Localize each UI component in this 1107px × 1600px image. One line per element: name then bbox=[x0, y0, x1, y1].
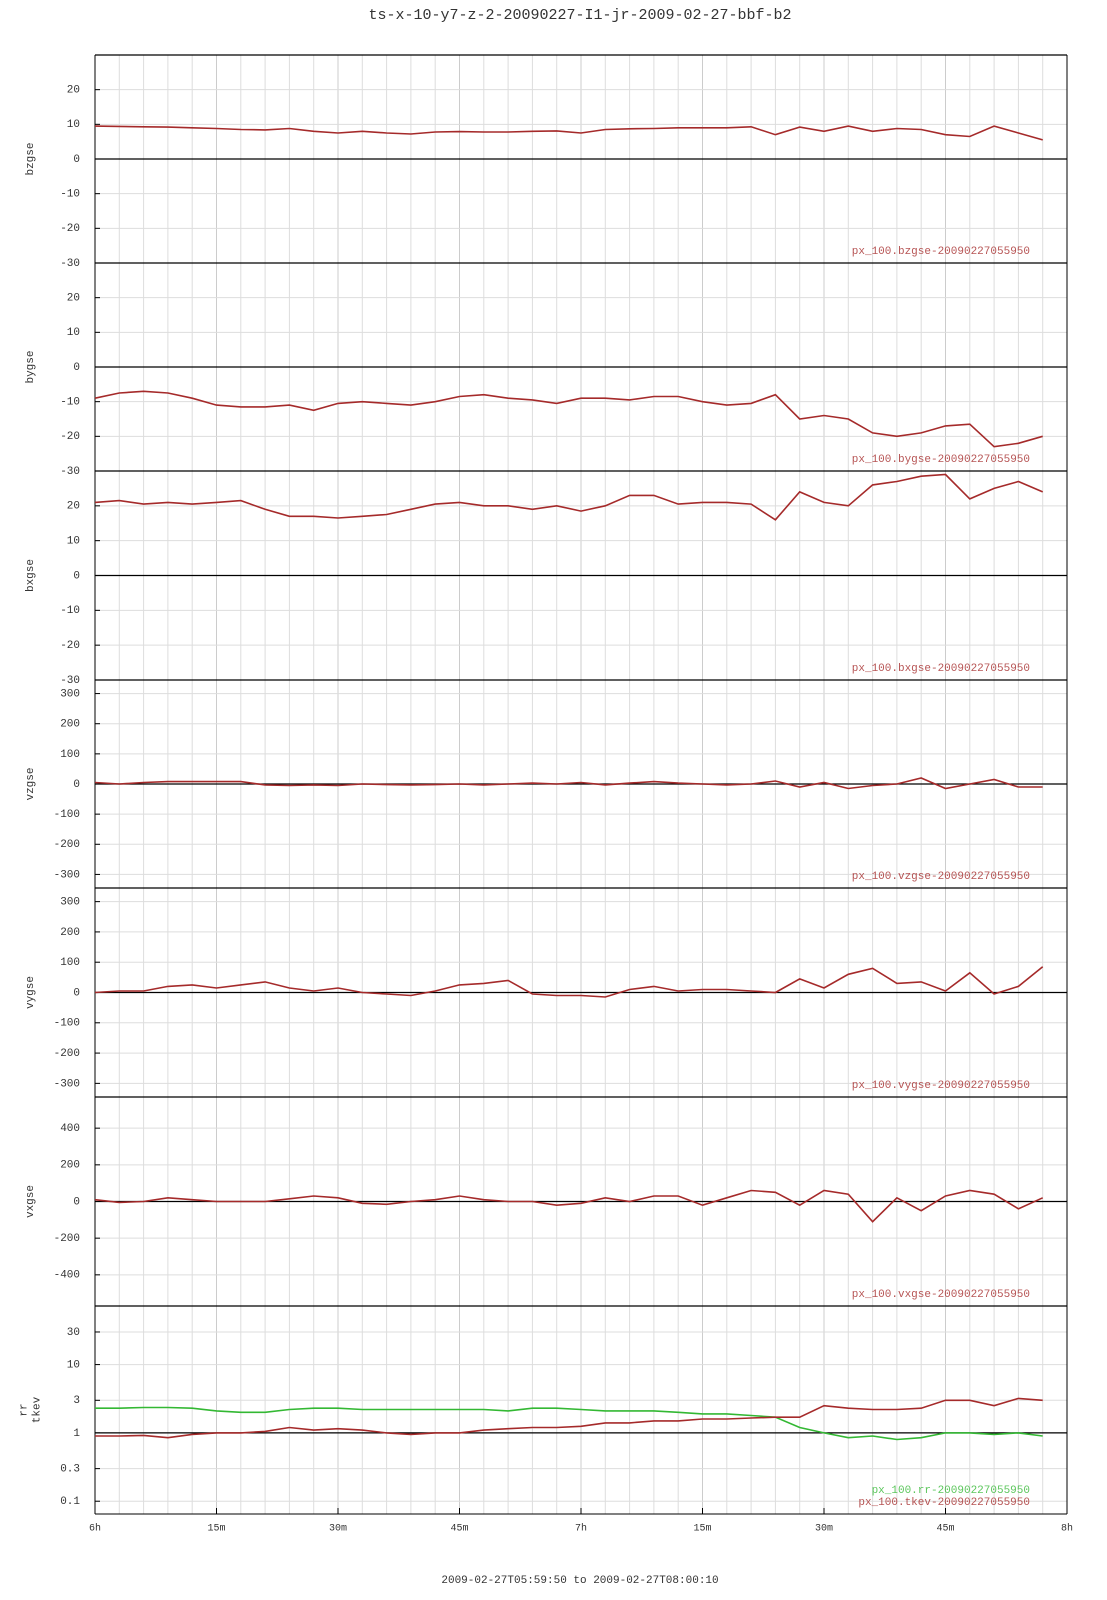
x-tick-label: 30m bbox=[329, 1524, 347, 1535]
series-line bbox=[95, 1406, 1043, 1441]
y-tick-label: 0 bbox=[73, 570, 80, 582]
y-tick-label: -20 bbox=[60, 223, 80, 235]
y-tick-label: -30 bbox=[60, 258, 80, 270]
x-tick-label: 15m bbox=[693, 1524, 711, 1535]
y-tick-label: 30 bbox=[67, 1327, 80, 1339]
legend-entry: px_100.tkev-20090227055950 bbox=[858, 1497, 1030, 1509]
legend-entry: px_100.bxgse-20090227055950 bbox=[852, 663, 1030, 675]
y-tick-label: 0 bbox=[73, 154, 80, 166]
y-tick-label: 200 bbox=[60, 1160, 80, 1172]
y-tick-label: 100 bbox=[60, 749, 80, 761]
y-axis-label: bzgse bbox=[25, 142, 37, 175]
y-tick-label: -200 bbox=[54, 1048, 80, 1060]
y-tick-label: -100 bbox=[54, 809, 80, 821]
y-tick-label: -20 bbox=[60, 431, 80, 443]
y-tick-label: 20 bbox=[67, 501, 80, 513]
chart-title: ts-x-10-y7-z-2-20090227-I1-jr-2009-02-27… bbox=[368, 7, 791, 24]
y-axis-label: bxgse bbox=[25, 559, 37, 592]
y-tick-label: 10 bbox=[67, 327, 80, 339]
x-tick-label: 6h bbox=[89, 1523, 101, 1535]
series-line bbox=[94, 390, 1043, 448]
series-line bbox=[95, 1397, 1043, 1439]
y-tick-label: -400 bbox=[54, 1270, 80, 1282]
y-tick-label: 10 bbox=[67, 1359, 80, 1371]
y-axis-label: tkev bbox=[31, 1396, 43, 1423]
y-tick-label: 300 bbox=[60, 688, 80, 700]
y-tick-label: 10 bbox=[67, 119, 80, 131]
y-tick-label: -200 bbox=[54, 839, 80, 851]
x-tick-label: 15m bbox=[207, 1524, 225, 1535]
series-line bbox=[94, 1189, 1044, 1223]
y-tick-label: 20 bbox=[67, 85, 80, 97]
y-tick-label: -10 bbox=[60, 397, 80, 409]
legend-entry: px_100.vzgse-20090227055950 bbox=[852, 871, 1030, 883]
y-tick-label: -10 bbox=[60, 189, 80, 201]
x-axis-label: 2009-02-27T05:59:50 to 2009-02-27T08:00:… bbox=[441, 1575, 718, 1587]
y-tick-label: 0 bbox=[73, 1196, 80, 1208]
series-line bbox=[94, 966, 1044, 998]
x-tick-label: 7h bbox=[575, 1523, 587, 1535]
y-tick-label: 0.3 bbox=[60, 1464, 80, 1476]
y-tick-label: 200 bbox=[60, 719, 80, 731]
y-tick-label: 0 bbox=[73, 779, 80, 791]
y-tick-label: 100 bbox=[60, 957, 80, 969]
y-tick-label: 20 bbox=[67, 293, 80, 305]
series-line bbox=[94, 473, 1044, 521]
legend-entry: px_100.bzgse-20090227055950 bbox=[852, 246, 1030, 258]
y-tick-label: -200 bbox=[54, 1233, 80, 1245]
y-tick-label: 400 bbox=[60, 1123, 80, 1135]
y-tick-label: -300 bbox=[54, 869, 80, 881]
legend-entry: px_100.rr-20090227055950 bbox=[872, 1485, 1030, 1497]
y-tick-label: 3 bbox=[73, 1395, 80, 1407]
y-tick-label: -100 bbox=[54, 1018, 80, 1030]
x-tick-label: 45m bbox=[450, 1524, 468, 1535]
series-line bbox=[94, 125, 1043, 141]
x-tick-label: 30m bbox=[815, 1524, 833, 1535]
y-tick-label: -20 bbox=[60, 640, 80, 652]
legend-entry: px_100.bygse-20090227055950 bbox=[852, 454, 1030, 466]
x-tick-label: 45m bbox=[936, 1524, 954, 1535]
y-tick-label: 0.1 bbox=[60, 1496, 80, 1508]
y-axis-label: vygse bbox=[25, 976, 37, 1009]
y-tick-label: -10 bbox=[60, 605, 80, 617]
y-axis-label: rr bbox=[18, 1403, 30, 1416]
y-tick-label: 0 bbox=[73, 362, 80, 374]
y-axis-label: vxgse bbox=[25, 1185, 37, 1218]
y-tick-label: -30 bbox=[60, 466, 80, 478]
legend-entry: px_100.vygse-20090227055950 bbox=[852, 1080, 1030, 1092]
y-tick-label: -300 bbox=[54, 1078, 80, 1090]
y-tick-label: 0 bbox=[73, 987, 80, 999]
y-tick-label: 300 bbox=[60, 897, 80, 909]
y-axis-label: vzgse bbox=[25, 767, 37, 800]
y-axis-label: bygse bbox=[25, 350, 37, 383]
x-tick-label: 8h bbox=[1061, 1523, 1073, 1535]
y-tick-label: 1 bbox=[73, 1428, 80, 1440]
y-tick-label: -30 bbox=[60, 675, 80, 687]
legend-entry: px_100.vxgse-20090227055950 bbox=[852, 1289, 1030, 1301]
y-tick-label: 200 bbox=[60, 927, 80, 939]
y-tick-label: 10 bbox=[67, 536, 80, 548]
series-line bbox=[94, 777, 1043, 790]
